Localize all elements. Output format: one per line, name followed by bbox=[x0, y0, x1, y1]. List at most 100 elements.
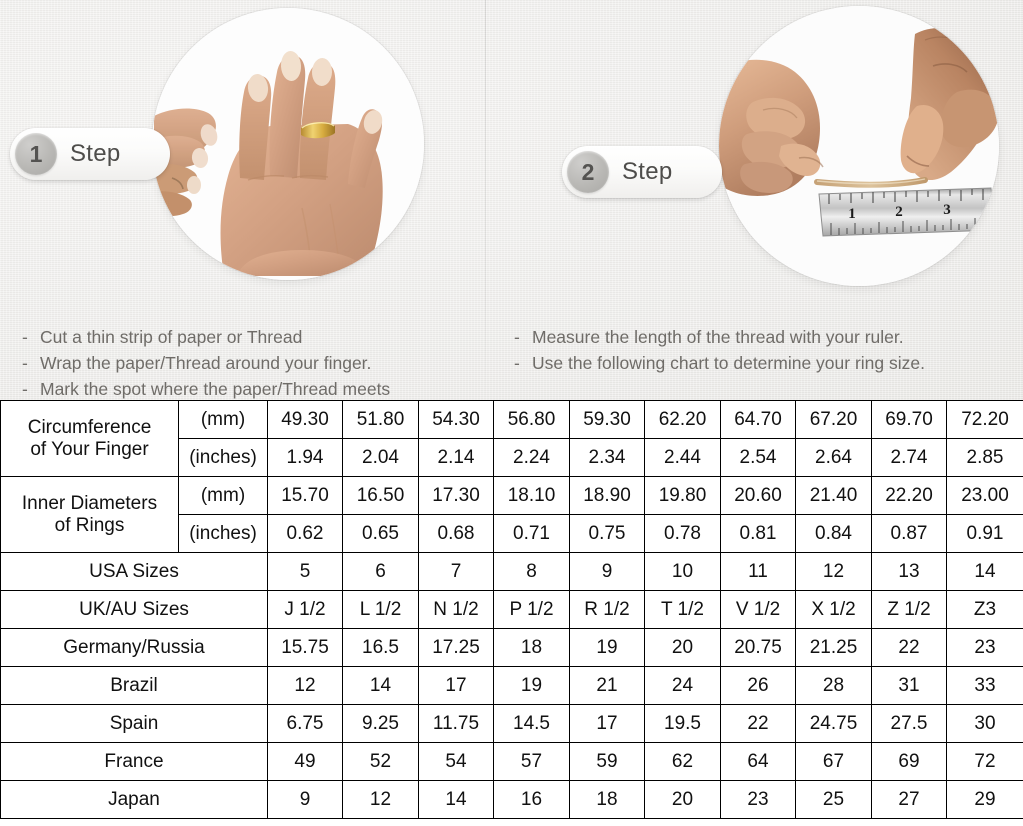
size-cell: 2.24 bbox=[493, 438, 570, 477]
size-cell: 59 bbox=[569, 742, 645, 781]
table-row: (inches) 0.62 0.65 0.68 0.71 0.75 0.78 0.81 0.84… bbox=[1, 514, 1023, 553]
size-cell: 6 bbox=[342, 552, 419, 591]
table-row: Japan 9 12 14 16 18 20 23 25 27 29 bbox=[0, 780, 1023, 819]
size-cell: 0.75 bbox=[569, 514, 645, 553]
size-cell: 18.10 bbox=[493, 476, 570, 515]
size-cell: 17.25 bbox=[418, 628, 494, 667]
size-cell: 5 bbox=[267, 552, 343, 591]
instruction-text: Wrap the paper/Thread around your finger… bbox=[40, 353, 372, 373]
instruction-text: Mark the spot where the paper/Thread mee… bbox=[40, 379, 391, 399]
size-cell: 12 bbox=[795, 552, 872, 591]
step-1-badge: 1 Step bbox=[10, 128, 170, 180]
table-row: Germany/Russia 15.75 16.5 17.25 18 19 20 20.75 2… bbox=[0, 628, 1023, 667]
step-2-label: Step bbox=[622, 158, 673, 185]
size-cell: 72.20 bbox=[946, 400, 1023, 439]
size-cell: 0.65 bbox=[342, 514, 419, 553]
measure-thread-ruler-illustration: 1 2 3 bbox=[719, 6, 999, 286]
step-1-instructions: - Cut a thin strip of paper or Thread - Wr… bbox=[22, 324, 390, 402]
size-cell: 6.75 bbox=[267, 704, 343, 743]
size-cell: 28 bbox=[795, 666, 872, 705]
size-table-body: Circumference of Your Finger (mm) 49.30 51.8… bbox=[0, 400, 1023, 819]
size-cell: V 1/2 bbox=[720, 590, 796, 629]
size-cell: 26 bbox=[720, 666, 796, 705]
size-cell: 12 bbox=[342, 780, 419, 819]
size-cell: 1.94 bbox=[267, 438, 343, 477]
row-label: Japan bbox=[0, 780, 268, 819]
size-cell: 0.62 bbox=[267, 514, 343, 553]
size-cell: X 1/2 bbox=[795, 590, 872, 629]
size-cell: 0.84 bbox=[795, 514, 872, 553]
size-cell: 19.80 bbox=[644, 476, 721, 515]
ruler-mark-3: 3 bbox=[943, 202, 951, 218]
row-label: Spain bbox=[0, 704, 268, 743]
row-label: Inner Diameters of Rings bbox=[0, 476, 179, 553]
size-cell: 2.85 bbox=[946, 438, 1023, 477]
step-2-number: 2 bbox=[567, 151, 609, 193]
size-cell: 69 bbox=[871, 742, 947, 781]
size-cell: 14 bbox=[418, 780, 494, 819]
instruction-item: - Mark the spot where the paper/Thread me… bbox=[22, 376, 390, 402]
size-cell: 31 bbox=[871, 666, 947, 705]
instruction-item: - Use the following chart to determine yo… bbox=[514, 350, 925, 376]
row-label: Germany/Russia bbox=[0, 628, 268, 667]
size-cell: 18 bbox=[569, 780, 645, 819]
size-cell: J 1/2 bbox=[267, 590, 343, 629]
ruler-mark-1: 1 bbox=[848, 206, 856, 222]
size-cell: 18 bbox=[493, 628, 570, 667]
size-cell: 2.54 bbox=[720, 438, 796, 477]
size-cell: 59.30 bbox=[569, 400, 645, 439]
instruction-item: - Wrap the paper/Thread around your finge… bbox=[22, 350, 390, 376]
size-cell: 27.5 bbox=[871, 704, 947, 743]
size-cell: 51.80 bbox=[342, 400, 419, 439]
size-cell: 49.30 bbox=[267, 400, 343, 439]
row-label: UK/AU Sizes bbox=[0, 590, 268, 629]
ruler: 1 2 3 bbox=[818, 187, 996, 237]
size-cell: 2.34 bbox=[569, 438, 645, 477]
size-cell: 20.75 bbox=[720, 628, 796, 667]
size-cell: 15.75 bbox=[267, 628, 343, 667]
size-cell: 15.70 bbox=[267, 476, 343, 515]
size-cell: 62.20 bbox=[644, 400, 721, 439]
step-2-photo: 1 2 3 bbox=[719, 6, 999, 286]
ring-size-chart: Circumference of Your Finger (mm) 49.30 51.8… bbox=[0, 400, 1023, 826]
bullet-dash: - bbox=[514, 327, 520, 347]
table-row: Circumference of Your Finger (mm) 49.30 51.8… bbox=[0, 400, 1023, 477]
size-cell: T 1/2 bbox=[644, 590, 721, 629]
size-cell: 11 bbox=[720, 552, 796, 591]
size-cell: N 1/2 bbox=[418, 590, 494, 629]
table-row: (inches) 1.94 2.04 2.14 2.24 2.34 2.44 2.54 2.64… bbox=[1, 438, 1023, 477]
row-unit: (inches) bbox=[178, 438, 268, 477]
size-cell: 14 bbox=[342, 666, 419, 705]
size-cell: 2.04 bbox=[342, 438, 419, 477]
step-1-label: Step bbox=[70, 140, 121, 167]
table-row: USA Sizes 5 6 7 8 9 10 11 12 13 14 bbox=[0, 552, 1023, 591]
size-cell: 30 bbox=[946, 704, 1023, 743]
instruction-text: Cut a thin strip of paper or Thread bbox=[40, 327, 303, 347]
size-cell: 24.75 bbox=[795, 704, 872, 743]
hand-with-ring-illustration bbox=[152, 8, 424, 280]
size-cell: 20 bbox=[644, 628, 721, 667]
size-cell: 0.91 bbox=[946, 514, 1023, 553]
size-cell: 13 bbox=[871, 552, 947, 591]
row-label: Brazil bbox=[0, 666, 268, 705]
row-label: France bbox=[0, 742, 268, 781]
table-row: Spain 6.75 9.25 11.75 14.5 17 19.5 22 24.75 27.5 3… bbox=[0, 704, 1023, 743]
size-cell: 17 bbox=[569, 704, 645, 743]
size-cell: 72 bbox=[946, 742, 1023, 781]
size-cell: 49 bbox=[267, 742, 343, 781]
step-1-photo bbox=[152, 8, 424, 280]
panel-divider bbox=[485, 0, 486, 400]
size-cell: 56.80 bbox=[493, 400, 570, 439]
size-cell: 19.5 bbox=[644, 704, 721, 743]
size-cell: 9 bbox=[569, 552, 645, 591]
size-cell: 0.87 bbox=[871, 514, 947, 553]
size-cell: 19 bbox=[493, 666, 570, 705]
size-cell: 16 bbox=[493, 780, 570, 819]
step-2-instructions: - Measure the length of the thread with y… bbox=[514, 324, 925, 376]
size-cell: 18.90 bbox=[569, 476, 645, 515]
table-row: France 49 52 54 57 59 62 64 67 69 72 bbox=[0, 742, 1023, 781]
size-cell: 69.70 bbox=[871, 400, 947, 439]
row-unit: (mm) bbox=[178, 400, 268, 439]
size-cell: 67 bbox=[795, 742, 872, 781]
size-cell: 14 bbox=[946, 552, 1023, 591]
